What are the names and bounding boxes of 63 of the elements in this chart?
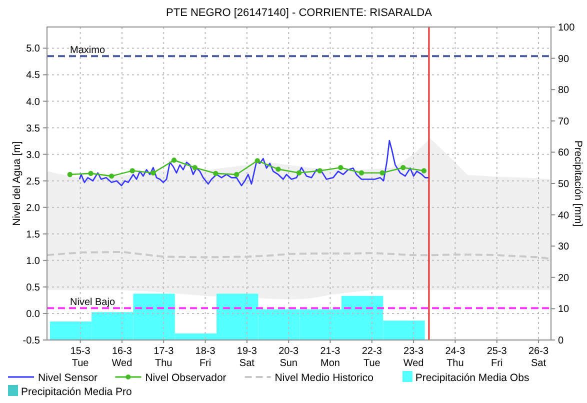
y-tick-label: 1.5 [26, 229, 40, 240]
x-tick-label: 19-3 Sat [236, 346, 258, 369]
y-tick-label: 2.5 [26, 176, 40, 188]
legend-label: Precipitación Media Obs [415, 372, 530, 384]
y-tick-label: 4.5 [26, 70, 40, 82]
x-tick-label: 18-3 Fri [195, 346, 216, 369]
legend-label: Nivel Medio Historico [274, 372, 374, 384]
point [88, 170, 94, 176]
legend-label: Nivel Sensor [38, 372, 98, 384]
point [400, 164, 406, 170]
point [67, 172, 73, 178]
point [421, 168, 427, 174]
y2-tick-label: 10 [558, 304, 570, 316]
y-tick-label: 0.5 [26, 282, 40, 294]
point [213, 170, 218, 176]
y2-tick-label: 60 [558, 148, 570, 159]
x-tick-label: 15-3 Tue [70, 346, 91, 369]
chart-title: PTE NEGRO [26147140] - CORRIENTE: RISARALDA [166, 7, 433, 19]
point [171, 158, 177, 163]
point [254, 158, 260, 164]
point [380, 170, 385, 176]
y2-tick-label: 50 [558, 179, 570, 190]
point [130, 168, 135, 174]
y2-tick-label: 90 [558, 54, 570, 65]
ref-line-label: Nivel Bajo [70, 297, 116, 308]
point [150, 170, 156, 176]
legend-label: Nivel Observador [145, 372, 227, 384]
legend-label: Precipitación Media Pro [21, 386, 132, 398]
x-tick-label: 20-3 Sun [278, 346, 300, 369]
point [358, 170, 364, 176]
x-tick-label: 16-3 Wed [112, 346, 132, 369]
y2-axis-title: Precipitación [mm] [572, 140, 584, 227]
y-tick-label: 5.0 [26, 44, 40, 55]
point [338, 164, 344, 170]
x-tick-label: 24-3 Thu [445, 346, 466, 369]
x-tick-label: 21-3 Mon [320, 346, 341, 369]
point [296, 170, 302, 176]
x-tick-label: 17-3 Thu [154, 346, 174, 369]
y2-tick-label: 70 [558, 116, 570, 128]
y2-tick-label: 0 [558, 336, 564, 346]
y2-tick-label: 80 [558, 85, 570, 96]
y-tick-label: 0.0 [26, 308, 40, 320]
y2-tick-label: 100 [558, 22, 576, 34]
x-tick-label: 22-3 Tue [362, 346, 382, 369]
point [234, 172, 240, 178]
point [317, 168, 322, 174]
y-tick-label: 3.0 [26, 150, 40, 161]
point [276, 166, 281, 172]
x-tick-label: 26-3 Sat [528, 346, 549, 369]
y2-tick-label: 20 [558, 272, 570, 284]
x-tick-label: 25-3 Fri [486, 346, 508, 369]
point [108, 173, 114, 179]
y-tick-label: 3.5 [26, 123, 40, 134]
ref-line-label: Maximo [70, 45, 106, 56]
y-tick-label: -0.5 [22, 336, 40, 346]
y-axis-title: Nivel del Agua [m] [11, 141, 23, 226]
y-tick-label: 4.0 [26, 96, 40, 108]
y-tick-label: 1.0 [26, 256, 40, 267]
x-tick-label: 23-3 Wed [403, 346, 424, 369]
y-tick-label: 2.0 [26, 202, 40, 214]
point [192, 164, 198, 170]
y2-tick-label: 30 [558, 242, 570, 253]
y2-tick-label: 40 [558, 210, 570, 222]
